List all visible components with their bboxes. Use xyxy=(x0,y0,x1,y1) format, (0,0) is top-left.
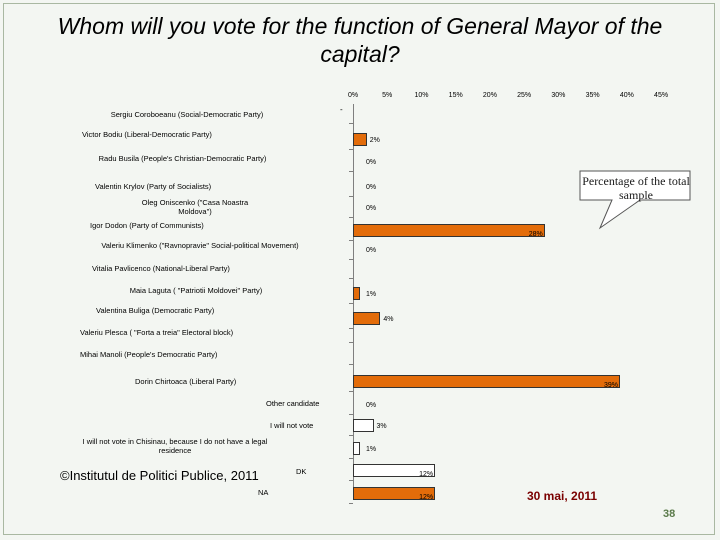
slide-title: Whom will you vote for the function of G… xyxy=(57,13,663,67)
category-label: Valeriu Klimenko ("Ravnopravie" Social-p… xyxy=(101,241,299,250)
category-label: Dorin Chirtoaca (Liberal Party) xyxy=(135,377,237,386)
category-label: Igor Dodon (Party of Communists) xyxy=(90,221,204,230)
x-tick-label: 35% xyxy=(585,92,600,99)
category-label: Other candidate xyxy=(266,399,320,408)
axis-tick xyxy=(349,458,353,459)
data-bar xyxy=(353,375,620,388)
axis-tick xyxy=(349,217,353,218)
category-label: Sergiu Coroboeanu (Social-Democratic Par… xyxy=(110,110,264,119)
survey-date: 30 mai, 2011 xyxy=(527,489,598,503)
x-tick-label: 10% xyxy=(414,92,429,99)
data-label: 12% xyxy=(419,471,434,478)
data-bar xyxy=(353,312,381,325)
slide-frame xyxy=(3,3,715,535)
data-label: 1% xyxy=(366,446,377,453)
category-label: Maia Laguta ( "Patriotii Moldovei" Party… xyxy=(129,286,263,295)
data-bar xyxy=(353,224,545,237)
page-number: 38 xyxy=(663,508,676,520)
axis-tick xyxy=(349,149,353,150)
data-bar xyxy=(353,442,360,455)
data-label: 0% xyxy=(366,184,377,191)
x-tick-label: 45% xyxy=(654,92,669,99)
data-label: 39% xyxy=(604,382,619,389)
category-label: Vitalia Pavlicenco (National-Liberal Par… xyxy=(92,264,230,273)
axis-tick xyxy=(349,342,353,343)
x-tick-label: 15% xyxy=(448,92,463,99)
x-tick-label: 20% xyxy=(482,92,497,99)
category-label: NA xyxy=(258,488,269,497)
data-label: 0% xyxy=(366,402,377,409)
category-label: Mihai Manoli (People's Democratic Party) xyxy=(80,350,218,359)
data-bar xyxy=(353,487,436,500)
data-bar xyxy=(353,287,360,300)
axis-tick xyxy=(349,503,353,504)
data-label: 4% xyxy=(383,316,394,323)
data-label: 0% xyxy=(366,159,377,166)
category-label: Radu Busila (People's Christian-Democrat… xyxy=(98,154,267,163)
data-bar xyxy=(353,419,374,432)
data-label: - xyxy=(340,105,343,114)
x-tick-label: 5% xyxy=(382,92,393,99)
axis-tick xyxy=(349,171,353,172)
axis-tick xyxy=(349,480,353,481)
callout-text: Percentage of the total sample xyxy=(582,174,690,202)
data-label: 12% xyxy=(419,494,434,501)
axis-tick xyxy=(349,435,353,436)
data-label: 3% xyxy=(376,423,387,430)
axis-tick xyxy=(349,196,353,197)
axis-tick xyxy=(349,303,353,304)
axis-tick xyxy=(349,259,353,260)
axis-tick xyxy=(349,278,353,279)
category-label: Oleg Oniscenko ("Casa Noastra Moldova") xyxy=(141,198,249,216)
axis-tick xyxy=(349,328,353,329)
data-bar xyxy=(353,464,436,477)
data-label: 2% xyxy=(369,137,380,144)
category-label: DK xyxy=(296,467,307,476)
axis-tick xyxy=(349,364,353,365)
x-tick-label: 40% xyxy=(619,92,634,99)
axis-tick xyxy=(349,240,353,241)
data-label: 0% xyxy=(366,247,377,254)
category-label: Victor Bodiu (Liberal-Democratic Party) xyxy=(82,130,212,139)
category-label: I will not vote xyxy=(270,421,314,430)
category-label: Valentin Krylov (Party of Socialists) xyxy=(95,182,212,191)
axis-tick xyxy=(349,123,353,124)
axis-tick xyxy=(349,391,353,392)
x-tick-label: 25% xyxy=(517,92,532,99)
category-label: I will not vote in Chisinau, because I d… xyxy=(82,437,268,455)
x-tick-label: 0% xyxy=(347,92,359,99)
data-bar xyxy=(353,133,367,146)
source-credit: ©Institutul de Politici Publice, 2011 xyxy=(60,468,259,483)
category-label: Valeriu Plesca ( "Forta a treia" Elector… xyxy=(80,328,234,337)
data-label: 28% xyxy=(528,231,543,238)
data-label: 1% xyxy=(366,291,377,298)
x-tick-label: 30% xyxy=(551,92,566,99)
data-label: 0% xyxy=(366,205,377,212)
category-label: Valentina Buliga (Democratic Party) xyxy=(96,306,215,315)
axis-tick xyxy=(349,414,353,415)
chart-axis xyxy=(353,104,354,500)
